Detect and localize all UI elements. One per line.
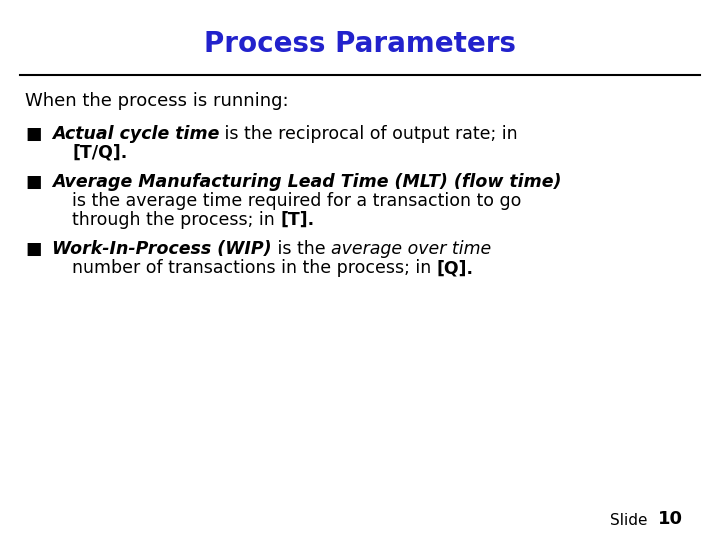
Text: number of transactions in the process; in: number of transactions in the process; i… bbox=[72, 259, 437, 277]
Text: 10: 10 bbox=[658, 510, 683, 528]
Text: is the average time required for a transaction to go: is the average time required for a trans… bbox=[72, 192, 521, 210]
Text: Average Manufacturing Lead Time (MLT) (flow time): Average Manufacturing Lead Time (MLT) (f… bbox=[52, 173, 562, 191]
Text: average over time: average over time bbox=[330, 240, 491, 258]
Text: ■: ■ bbox=[25, 173, 41, 191]
Text: through the process; in: through the process; in bbox=[72, 211, 280, 229]
Text: Slide: Slide bbox=[610, 513, 647, 528]
Text: When the process is running:: When the process is running: bbox=[25, 92, 289, 110]
Text: [T].: [T]. bbox=[280, 211, 315, 229]
Text: is the reciprocal of output rate; in: is the reciprocal of output rate; in bbox=[220, 125, 518, 143]
Text: Process Parameters: Process Parameters bbox=[204, 30, 516, 58]
Text: Actual cycle time: Actual cycle time bbox=[52, 125, 220, 143]
Text: ■: ■ bbox=[25, 125, 41, 143]
Text: Work-In-Process (WIP): Work-In-Process (WIP) bbox=[52, 240, 271, 258]
Text: [Q].: [Q]. bbox=[437, 259, 474, 277]
Text: is the: is the bbox=[271, 240, 330, 258]
Text: [T/Q].: [T/Q]. bbox=[72, 144, 127, 162]
Text: ■: ■ bbox=[25, 240, 41, 258]
